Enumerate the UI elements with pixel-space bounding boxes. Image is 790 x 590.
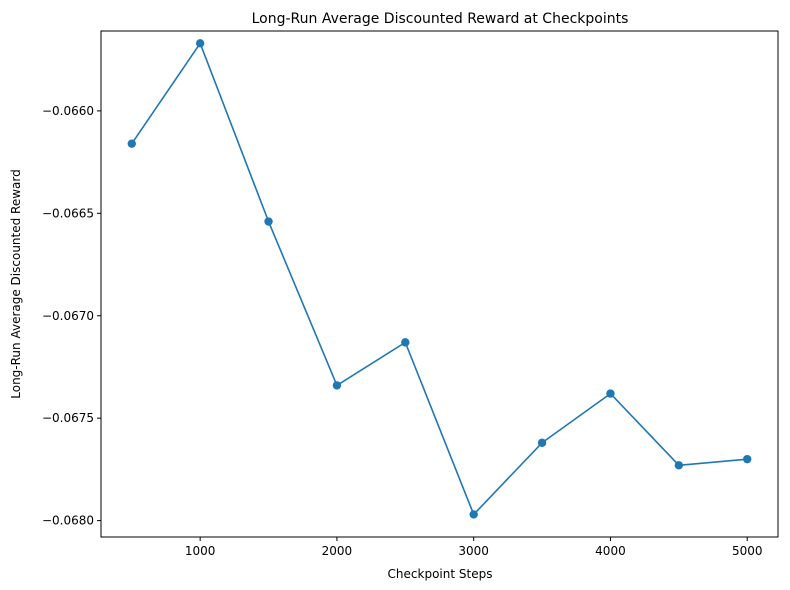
data-point [401, 338, 410, 347]
data-point [537, 438, 547, 447]
data-point [469, 510, 478, 519]
y-axis-label: Long-Run Average Discounted Reward [9, 169, 23, 398]
plot-area [100, 30, 779, 538]
x-tick-label: 5000 [732, 544, 763, 558]
data-point [195, 39, 205, 48]
y-tick-label: −0.0670 [42, 309, 94, 323]
data-point [743, 454, 752, 464]
plot-frame [100, 30, 779, 538]
data-point [264, 217, 273, 226]
chart-title: Long-Run Average Discounted Reward at Ch… [252, 11, 629, 27]
x-tick-label: 2000 [322, 544, 353, 558]
data-point [127, 139, 136, 148]
x-axis-label: Checkpoint Steps [388, 567, 493, 581]
y-tick-label: −0.0665 [42, 206, 94, 220]
series-layer [127, 39, 752, 519]
y-tick-label: −0.0675 [42, 411, 94, 425]
x-tick-label: 3000 [458, 544, 489, 558]
data-point [606, 389, 615, 398]
data-point [674, 461, 684, 470]
y-axis: −0.0680 −0.0675 −0.0670 −0.0665 −0.0660 [42, 104, 101, 528]
data-point [332, 381, 342, 390]
y-tick-label: −0.0680 [42, 514, 94, 528]
x-axis: 1000 2000 3000 4000 5000 [185, 537, 763, 558]
x-tick-label: 1000 [185, 544, 216, 558]
x-tick-label: 4000 [595, 544, 626, 558]
y-tick-label: −0.0660 [42, 104, 94, 118]
series-line [131, 42, 748, 516]
